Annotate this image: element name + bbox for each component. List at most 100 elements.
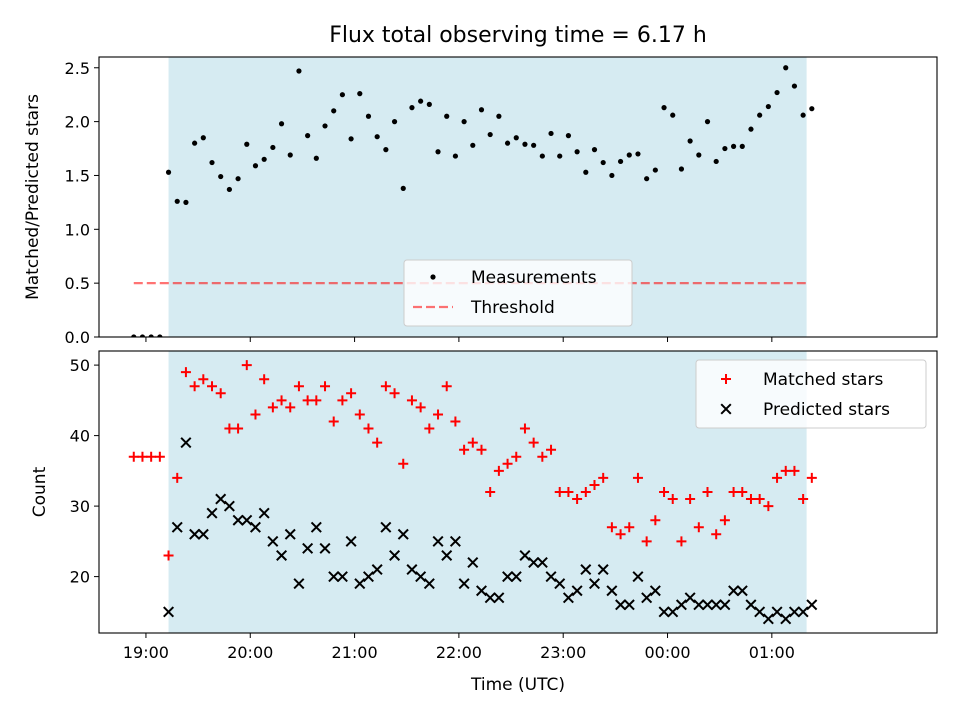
matched-star-point bbox=[554, 487, 565, 497]
matched-star-point bbox=[163, 550, 174, 561]
matched-star-point bbox=[763, 501, 774, 512]
matched-star-point bbox=[320, 381, 331, 392]
measurement-point bbox=[591, 147, 598, 153]
measurement-point bbox=[783, 65, 789, 71]
series-1 bbox=[163, 437, 818, 625]
x-tick-label: 20:00 bbox=[227, 643, 273, 662]
matched-star-point bbox=[537, 451, 548, 462]
measurement-point bbox=[774, 89, 780, 96]
y-tick-label: 50 bbox=[70, 356, 90, 375]
measurement-point bbox=[704, 119, 711, 125]
predicted-star-point bbox=[354, 578, 366, 590]
measurement-point bbox=[252, 163, 259, 169]
matched-star-point bbox=[354, 409, 365, 420]
predicted-star-point bbox=[441, 549, 453, 561]
predicted-star-point bbox=[371, 564, 383, 576]
y-tick-label: 1.5 bbox=[65, 166, 90, 185]
matched-star-point bbox=[198, 374, 209, 385]
matched-star-point bbox=[667, 494, 678, 505]
measurement-point bbox=[409, 105, 415, 111]
predicted-star-point bbox=[310, 521, 322, 533]
matched-star-point bbox=[233, 423, 244, 434]
matched-star-point bbox=[328, 416, 339, 427]
matched-star-point bbox=[389, 388, 400, 399]
measurement-point bbox=[444, 113, 450, 119]
measurement-point bbox=[722, 145, 728, 152]
predicted-star-point bbox=[771, 606, 783, 618]
predicted-star-point bbox=[406, 564, 418, 576]
predicted-star-point bbox=[163, 606, 175, 618]
measurement-point bbox=[435, 149, 441, 155]
matched-star-point bbox=[693, 522, 704, 533]
matched-star-point bbox=[154, 451, 165, 462]
matched-star-point bbox=[180, 367, 191, 378]
predicted-star-point bbox=[623, 599, 635, 611]
predicted-star-point bbox=[432, 535, 444, 547]
predicted-star-point bbox=[606, 585, 618, 597]
matched-star-point bbox=[572, 494, 583, 505]
predicted-star-point bbox=[615, 599, 627, 611]
measurement-point bbox=[426, 101, 432, 107]
matched-star-point bbox=[641, 536, 652, 547]
matched-star-point bbox=[215, 388, 226, 399]
measurement-point bbox=[261, 156, 267, 162]
legend-matched-label: Matched stars bbox=[763, 370, 883, 390]
x-tick-label: 00:00 bbox=[644, 643, 690, 662]
measurement-point bbox=[478, 107, 485, 113]
matched-star-point bbox=[293, 381, 304, 392]
measurement-point bbox=[296, 68, 302, 74]
predicted-star-point bbox=[684, 592, 696, 604]
measurement-point bbox=[565, 133, 572, 139]
matched-star-point bbox=[780, 465, 791, 476]
predicted-star-point bbox=[415, 571, 427, 583]
measurement-point bbox=[809, 106, 815, 112]
measurement-point bbox=[800, 112, 806, 118]
predicted-star-point bbox=[754, 606, 766, 618]
x-tick-label: 21:00 bbox=[332, 643, 378, 662]
measurement-point bbox=[348, 136, 354, 142]
measurement-point bbox=[418, 98, 424, 104]
measurement-point bbox=[730, 143, 737, 149]
measurement-point bbox=[357, 91, 363, 97]
matched-star-point bbox=[172, 472, 183, 483]
matched-star-point bbox=[476, 444, 487, 455]
legend-threshold-label: Threshold bbox=[470, 298, 555, 318]
measurement-point bbox=[531, 142, 537, 148]
matched-star-point bbox=[511, 451, 522, 462]
measurement-point bbox=[383, 147, 389, 153]
predicted-star-point bbox=[423, 578, 435, 590]
predicted-star-point bbox=[397, 528, 409, 540]
y-tick-label: 2.5 bbox=[65, 59, 90, 78]
matched-star-point bbox=[598, 472, 609, 483]
measurement-point bbox=[548, 130, 554, 137]
predicted-star-point bbox=[762, 613, 774, 625]
x-tick-label: 22:00 bbox=[436, 643, 482, 662]
predicted-star-point bbox=[571, 585, 583, 597]
predicted-star-point bbox=[206, 507, 218, 519]
predicted-star-point bbox=[545, 571, 557, 583]
predicted-star-point bbox=[693, 599, 705, 611]
predicted-star-point bbox=[197, 528, 209, 540]
matched-star-point bbox=[415, 402, 426, 413]
measurement-point bbox=[374, 134, 380, 140]
axes-frame bbox=[98, 350, 938, 634]
measurement-point bbox=[513, 135, 519, 141]
predicted-star-point bbox=[632, 571, 644, 583]
matched-star-point bbox=[285, 402, 296, 413]
y-tick-label: 2.0 bbox=[65, 113, 90, 132]
predicted-star-point bbox=[362, 571, 374, 583]
matched-star-point bbox=[459, 444, 470, 455]
measurement-point bbox=[139, 334, 146, 337]
matched-star-point bbox=[719, 515, 730, 526]
measurement-point bbox=[504, 140, 511, 146]
predicted-star-point bbox=[710, 599, 722, 611]
predicted-star-point bbox=[293, 578, 305, 590]
matched-star-point bbox=[528, 437, 539, 448]
measurement-point bbox=[757, 112, 763, 118]
matched-star-point bbox=[207, 381, 218, 392]
measurement-point bbox=[452, 153, 459, 159]
predicted-star-point bbox=[728, 585, 740, 597]
series-0 bbox=[131, 65, 815, 337]
y-tick-label: 0.5 bbox=[65, 274, 90, 293]
